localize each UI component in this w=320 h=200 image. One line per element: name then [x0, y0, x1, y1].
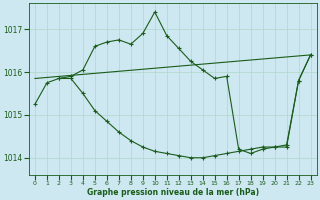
X-axis label: Graphe pression niveau de la mer (hPa): Graphe pression niveau de la mer (hPa): [87, 188, 259, 197]
